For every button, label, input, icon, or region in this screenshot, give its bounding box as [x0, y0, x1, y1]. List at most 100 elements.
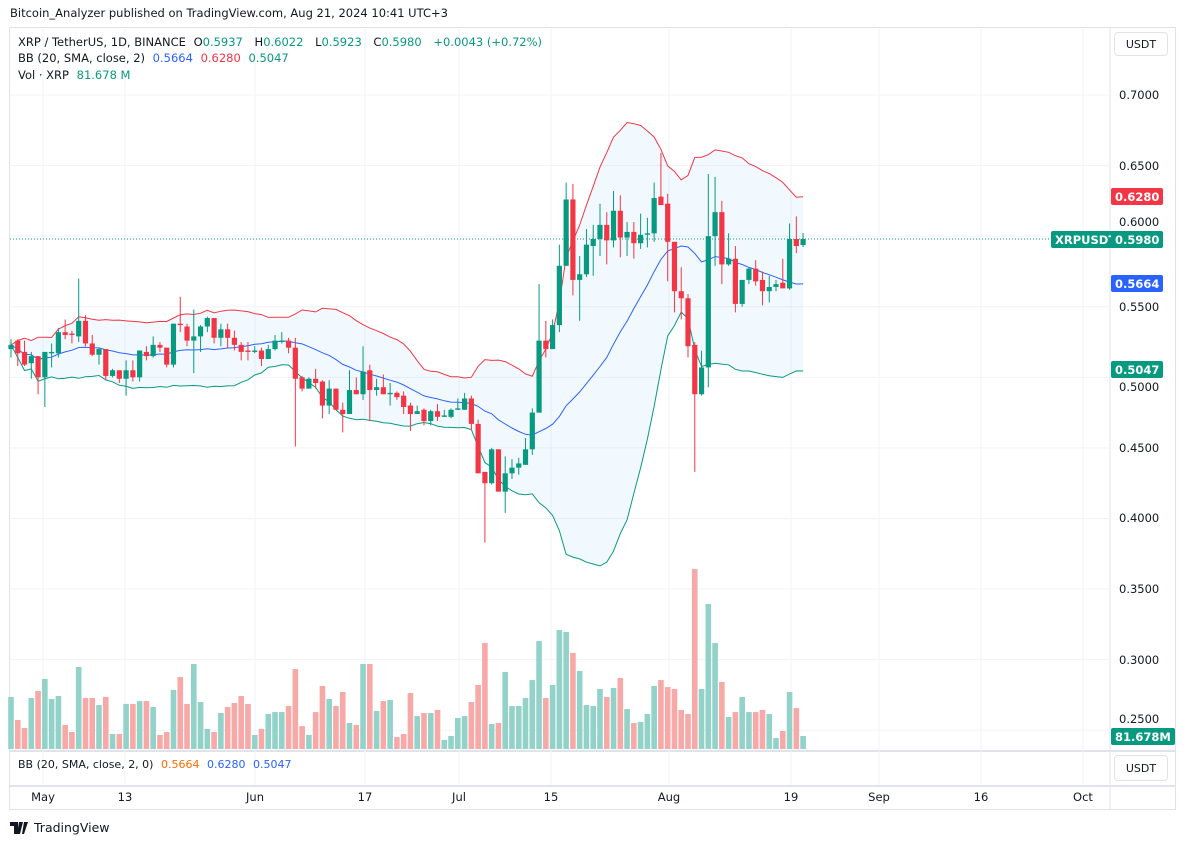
- candle-body: [103, 349, 109, 376]
- candle-body: [164, 347, 170, 365]
- volume-bar: [719, 681, 725, 749]
- bb-label: BB (20, SMA, close, 2): [18, 51, 145, 65]
- candle-body: [62, 332, 68, 335]
- candle-body: [495, 449, 502, 492]
- candle-body: [407, 405, 414, 415]
- volume-bar: [238, 695, 244, 749]
- candle-body: [509, 467, 515, 474]
- candle-body: [739, 279, 745, 304]
- volume-badge: 81.678M: [1111, 728, 1175, 745]
- currency-button[interactable]: USDT: [1114, 32, 1168, 56]
- candle-body: [786, 238, 793, 289]
- candle-body: [76, 320, 82, 337]
- last-price-badge: 0.5980: [1111, 231, 1164, 248]
- candle-body: [319, 381, 326, 406]
- candle-body: [692, 344, 698, 395]
- volume-bar: [414, 716, 420, 749]
- time-tick-label: May: [31, 790, 55, 804]
- volume-bar: [82, 698, 89, 749]
- volume-bar: [468, 702, 475, 749]
- symbol-badge: XRPUSDT: [1051, 231, 1121, 248]
- candle-body: [590, 238, 596, 247]
- volume-bar: [143, 701, 150, 749]
- volume-bar: [197, 702, 204, 749]
- candle-body: [468, 398, 474, 424]
- candle-body: [428, 411, 434, 422]
- volume-bar: [759, 709, 766, 749]
- publisher-line: Bitcoin_Analyzer published on TradingVie…: [10, 6, 448, 20]
- candle-body: [49, 351, 55, 354]
- volume-bar: [705, 603, 712, 749]
- volume-bar: [678, 709, 685, 749]
- bb-lower-value: 0.5047: [248, 51, 289, 65]
- lower-pane-label: BB (20, SMA, close, 2, 0): [18, 758, 154, 771]
- candle-body: [441, 415, 447, 417]
- candle-body: [516, 463, 522, 468]
- candle-body: [766, 286, 772, 292]
- candle-body: [231, 337, 238, 345]
- candle-body: [597, 224, 603, 239]
- volume-bar: [448, 735, 454, 749]
- candle-body: [225, 329, 231, 338]
- volume-bar: [190, 663, 197, 749]
- candle-body: [563, 199, 569, 266]
- volume-bar: [475, 684, 481, 749]
- volume-bar: [421, 713, 427, 749]
- candle-body: [773, 284, 779, 287]
- volume-bar: [326, 699, 332, 749]
- lower-pane-currency-button[interactable]: USDT: [1114, 755, 1168, 781]
- volume-bar: [48, 699, 55, 749]
- volume-bar: [779, 731, 786, 749]
- volume-bar: [543, 698, 549, 749]
- candle-body: [265, 349, 271, 359]
- volume-bar: [800, 735, 806, 749]
- candle-body: [170, 323, 177, 365]
- volume-bar: [258, 728, 265, 749]
- price-tick-label: 0.3000: [1119, 652, 1160, 667]
- candle-body: [726, 258, 732, 265]
- volume-bar: [603, 696, 610, 749]
- volume-bar: [69, 731, 75, 749]
- candle-body: [380, 387, 386, 395]
- candle-body: [245, 350, 251, 352]
- time-tick-label: 16: [973, 790, 989, 804]
- candle-body: [299, 377, 305, 389]
- candle-body: [177, 323, 183, 326]
- volume-bar: [637, 721, 644, 749]
- candle-body: [522, 449, 529, 465]
- lower-pane-value-2: 0.6280: [206, 758, 246, 771]
- candle-body: [746, 268, 752, 280]
- volume-bar: [35, 691, 41, 749]
- candle-body: [502, 473, 508, 492]
- volume-bar: [461, 716, 468, 749]
- candle-body: [610, 210, 617, 241]
- low-label: L: [315, 35, 322, 49]
- candle-body: [685, 298, 691, 347]
- low-value: 0.5923: [321, 35, 362, 49]
- candle-body: [150, 344, 156, 357]
- candle-body: [678, 291, 684, 299]
- candle-body: [21, 351, 28, 365]
- volume-bar: [150, 706, 156, 749]
- volume-bar: [488, 724, 495, 749]
- volume-bar: [732, 712, 739, 749]
- bb-legend[interactable]: BB (20, SMA, close, 2) 0.5664 0.6280 0.5…: [18, 51, 293, 65]
- symbol-legend[interactable]: XRP / TetherUS, 1D, BINANCE O0.5937 H0.6…: [18, 35, 546, 49]
- time-tick-label: Jul: [452, 790, 466, 804]
- volume-bar: [455, 717, 461, 749]
- time-tick-label: 15: [543, 790, 559, 804]
- volume-bar: [306, 734, 312, 749]
- candle-body: [123, 370, 129, 379]
- candle-body: [671, 241, 678, 292]
- candle-body: [455, 408, 461, 410]
- tradingview-logo[interactable]: TradingView: [10, 820, 110, 835]
- candle-body: [326, 388, 332, 406]
- volume-legend[interactable]: Vol · XRP 81.678 M: [18, 68, 134, 82]
- candle-body: [346, 390, 353, 415]
- lower-pane-legend[interactable]: BB (20, SMA, close, 2, 0) 0.5664 0.6280 …: [18, 758, 295, 771]
- price-tick-label: 0.6500: [1119, 158, 1160, 173]
- volume-bar: [739, 696, 745, 749]
- volume-bar: [583, 705, 590, 749]
- volume-bar: [400, 734, 407, 749]
